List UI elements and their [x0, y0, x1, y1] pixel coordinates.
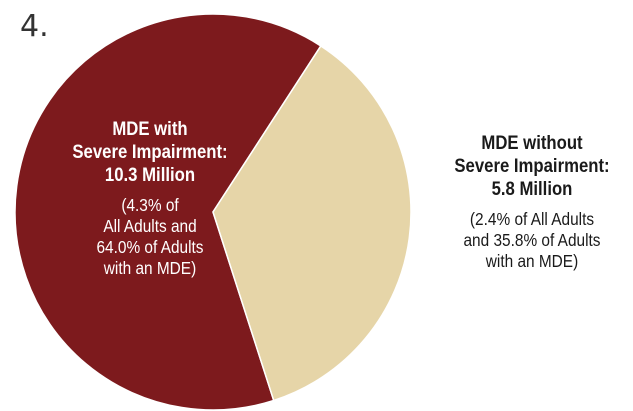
not-severe-detail-line: with an MDE): [485, 251, 579, 271]
severe-detail-line: All Adults and: [103, 216, 197, 236]
not-severe-heading-value: 5.8 Million: [491, 179, 573, 200]
without-severe-impairment-detail: (2.4% of All Adults and 35.8% of Adults …: [444, 209, 620, 272]
pie-slice-not_severe: [212, 44, 412, 402]
severe-detail-line: with an MDE): [103, 258, 197, 278]
severe-impairment-detail: (4.3% of All Adults and 64.0% of Adults …: [53, 195, 247, 279]
severe-heading-value: 10.3 Million: [104, 165, 196, 186]
not-severe-heading-line: Severe Impairment:: [454, 156, 610, 177]
not-severe-detail-line: (2.4% of All Adults: [469, 209, 595, 229]
without-severe-impairment-heading: MDE without Severe Impairment: 5.8 Milli…: [444, 132, 620, 201]
without-severe-impairment-label: MDE without Severe Impairment: 5.8 Milli…: [432, 132, 632, 272]
not-severe-detail-line: and 35.8% of Adults: [463, 230, 601, 250]
figure-number: 4.: [20, 9, 49, 44]
severe-detail-line: 64.0% of Adults: [96, 237, 204, 257]
not-severe-heading-line: MDE without: [481, 133, 583, 154]
severe-impairment-label: MDE with Severe Impairment: 10.3 Million…: [40, 118, 260, 279]
severe-impairment-heading: MDE with Severe Impairment: 10.3 Million: [53, 118, 247, 187]
severe-heading-line: MDE with: [112, 119, 188, 140]
severe-detail-line: (4.3% of: [121, 195, 179, 215]
severe-heading-line: Severe Impairment:: [72, 142, 228, 163]
